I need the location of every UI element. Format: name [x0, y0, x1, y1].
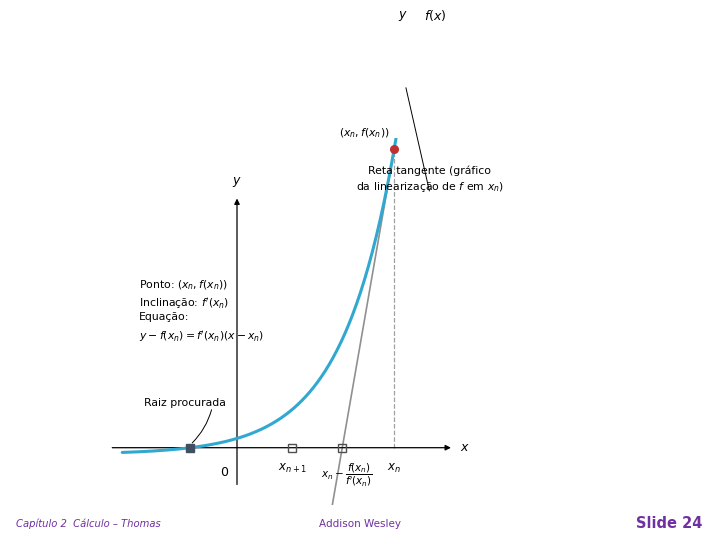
- Text: descemos pela reta tangente para determinar $x_{n-1}$.: descemos pela reta tangente para determi…: [16, 103, 445, 122]
- Text: Inclinação: $f'(x_n)$: Inclinação: $f'(x_n)$: [139, 295, 230, 310]
- Text: $x_{n+1}$: $x_{n+1}$: [278, 462, 307, 475]
- Text: Newton. A partir de $x_n$, seguimos para cima até a curva e: Newton. A partir de $x_n$, seguimos para…: [16, 57, 489, 77]
- Text: 0: 0: [220, 465, 228, 478]
- Text: Addison Wesley: Addison Wesley: [319, 518, 401, 529]
- Text: Capítulo 2  Cálculo – Thomas: Capítulo 2 Cálculo – Thomas: [16, 518, 161, 529]
- Text: da linearização de $f$ em $x_n$): da linearização de $f$ em $x_n$): [356, 180, 504, 194]
- Text: Slide 24: Slide 24: [636, 516, 702, 531]
- Text: $x_n - \dfrac{f(x_n)}{f'(x_n)}$: $x_n - \dfrac{f(x_n)}{f'(x_n)}$: [321, 462, 373, 489]
- Text: $x$: $x$: [459, 441, 469, 454]
- Text: Ponto: $(x_n, f(x_n))$: Ponto: $(x_n, f(x_n))$: [139, 279, 228, 292]
- Text: $(x_n, f(x_n))$: $(x_n, f(x_n))$: [339, 126, 390, 140]
- Text: Reta tangente (gráfico: Reta tangente (gráfico: [369, 166, 492, 176]
- Text: $x_n$: $x_n$: [387, 462, 401, 475]
- Text: $y$: $y$: [232, 174, 242, 188]
- Text: $f(x)$: $f(x)$: [423, 8, 446, 23]
- Text: Figura 3.62:  Geometria das estapas sucessivas do método de: Figura 3.62: Geometria das estapas suces…: [16, 16, 527, 32]
- Text: $y$: $y$: [397, 9, 408, 23]
- Text: $y - f(x_n) = f'(x_n)(x - x_n)$: $y - f(x_n) = f'(x_n)(x - x_n)$: [139, 328, 264, 343]
- Text: Equação:: Equação:: [139, 313, 189, 322]
- Text: Raiz procurada: Raiz procurada: [144, 398, 226, 408]
